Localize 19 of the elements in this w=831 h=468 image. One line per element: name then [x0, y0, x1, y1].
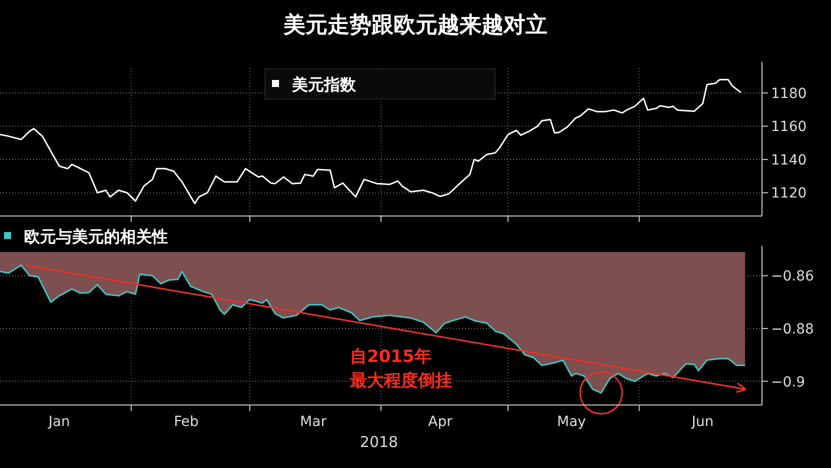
y-tick-label: 1140 [771, 152, 807, 168]
y-tick-label: 1120 [771, 186, 807, 202]
x-tick-label: Mar [300, 414, 327, 430]
legend-label: 美元指数 [291, 75, 357, 94]
x-axis-title: 2018 [360, 433, 398, 451]
annotation: 最大程度倒挂 [349, 371, 452, 391]
y-tick-label: −0.86 [771, 268, 814, 285]
x-tick-label: May [557, 414, 586, 430]
chart-title: 美元走势跟欧元越来越对立 [282, 12, 548, 38]
x-tick-label: Jun [690, 414, 714, 430]
legend-label: 欧元与美元的相关性 [24, 227, 168, 246]
y-tick-label: −0.88 [771, 322, 814, 338]
y-tick-label: 1180 [771, 86, 807, 102]
x-tick-label: Jan [47, 414, 70, 430]
annotation: 自2015年 [350, 347, 432, 367]
x-tick-label: Apr [428, 414, 453, 430]
y-tick-label: −0.9 [771, 374, 805, 390]
y-tick-label: 1160 [771, 119, 807, 136]
x-tick-label: Feb [174, 414, 199, 430]
